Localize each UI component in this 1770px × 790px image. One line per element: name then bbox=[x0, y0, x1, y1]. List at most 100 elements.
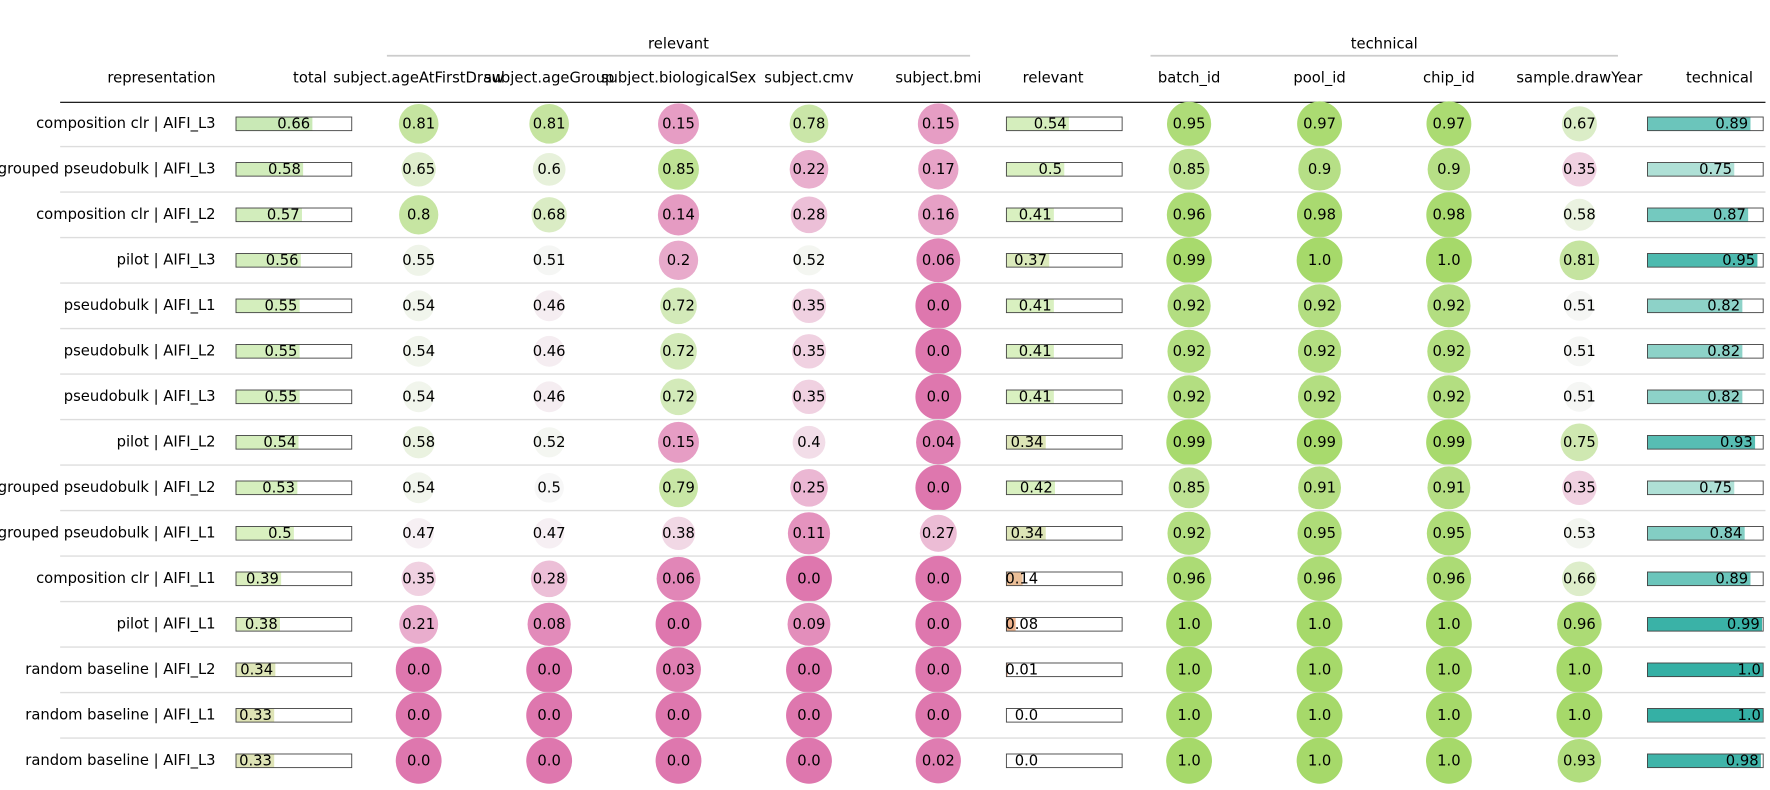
score-circle bbox=[1426, 556, 1472, 602]
score-label: 1.0 bbox=[1437, 661, 1460, 678]
score-label: 0.5 bbox=[1039, 161, 1062, 178]
score-circle bbox=[657, 194, 700, 236]
score-label: 0.54 bbox=[402, 343, 435, 360]
score-label: 0.55 bbox=[265, 297, 298, 314]
score-bar bbox=[1647, 162, 1735, 177]
score-label: 1.0 bbox=[1308, 752, 1331, 769]
score-label: 0.51 bbox=[533, 252, 566, 269]
column-header: subject.ageGroup bbox=[484, 69, 615, 86]
score-label: 0.41 bbox=[1019, 297, 1052, 314]
column-header: sample.drawYear bbox=[1516, 69, 1643, 86]
score-circle bbox=[915, 373, 962, 420]
bar-frame bbox=[1647, 526, 1764, 541]
score-label: 0.54 bbox=[1034, 115, 1067, 132]
score-circle bbox=[1296, 192, 1343, 238]
score-circle bbox=[790, 196, 828, 234]
score-circle bbox=[1561, 106, 1597, 142]
score-label: 0.92 bbox=[1432, 343, 1465, 360]
score-label: 0.92 bbox=[1303, 343, 1336, 360]
score-label: 0.75 bbox=[1699, 161, 1732, 178]
score-label: 0.0 bbox=[407, 752, 430, 769]
row-label: grouped pseudobulk | AIFI_L2 bbox=[0, 479, 216, 496]
group-header: relevant bbox=[648, 35, 709, 52]
score-circle bbox=[1166, 692, 1212, 739]
score-bar bbox=[236, 753, 275, 768]
score-bar bbox=[1647, 208, 1749, 222]
score-label: 0.56 bbox=[266, 252, 299, 269]
score-label: 0.35 bbox=[793, 343, 826, 360]
score-circle bbox=[1166, 646, 1212, 693]
score-bar bbox=[236, 662, 276, 677]
score-circle bbox=[1426, 419, 1472, 466]
row-label: pseudobulk | AIFI_L2 bbox=[64, 342, 216, 359]
score-circle bbox=[534, 245, 565, 276]
score-circle bbox=[1427, 466, 1471, 510]
score-label: 0.33 bbox=[239, 752, 272, 769]
score-circle bbox=[1560, 423, 1599, 462]
score-circle bbox=[1167, 375, 1211, 419]
score-circle bbox=[399, 195, 439, 235]
score-label: 0.9 bbox=[1308, 161, 1331, 178]
score-circle bbox=[661, 516, 696, 551]
bar-frame bbox=[1647, 389, 1764, 405]
score-label: 1.0 bbox=[1177, 752, 1200, 769]
score-bar bbox=[1006, 162, 1065, 177]
score-label: 0.51 bbox=[1563, 388, 1596, 405]
score-circle bbox=[526, 737, 573, 784]
score-label: 0.35 bbox=[793, 388, 826, 405]
score-bar bbox=[1006, 344, 1054, 359]
row-label: composition clr | AIFI_L2 bbox=[36, 206, 215, 223]
score-label: 0.47 bbox=[402, 525, 435, 542]
score-circle bbox=[786, 555, 832, 602]
score-circle bbox=[660, 332, 697, 370]
score-bar bbox=[1647, 617, 1763, 632]
score-label: 0.92 bbox=[1303, 388, 1336, 405]
score-label: 0.11 bbox=[793, 525, 826, 542]
score-label: 0.91 bbox=[1303, 479, 1336, 496]
column-header: technical bbox=[1686, 69, 1753, 86]
column-header: subject.biologicalSex bbox=[601, 69, 757, 86]
score-bar bbox=[236, 162, 304, 177]
score-bar bbox=[1647, 390, 1743, 404]
score-label: 1.0 bbox=[1308, 616, 1331, 633]
score-circle bbox=[395, 646, 442, 693]
score-label: 1.0 bbox=[1308, 252, 1331, 269]
score-label: 0.53 bbox=[1563, 525, 1596, 542]
score-label: 0.0 bbox=[667, 616, 690, 633]
score-label: 0.08 bbox=[1005, 616, 1038, 633]
bar-frame bbox=[1005, 207, 1123, 223]
score-bar bbox=[1006, 208, 1054, 222]
bar-frame bbox=[1005, 753, 1123, 769]
score-label: 0.65 bbox=[402, 161, 435, 178]
score-circle bbox=[793, 245, 825, 276]
score-label: 0.96 bbox=[1303, 570, 1336, 587]
score-circle bbox=[1167, 284, 1211, 328]
score-circle bbox=[532, 152, 566, 186]
score-label: 1.0 bbox=[1437, 616, 1460, 633]
score-label: 0.41 bbox=[1019, 206, 1052, 223]
score-circle bbox=[915, 646, 962, 693]
row-label: random baseline | AIFI_L3 bbox=[25, 752, 215, 769]
score-bar bbox=[1006, 662, 1008, 677]
score-label: 0.85 bbox=[1173, 479, 1206, 496]
score-bar bbox=[1006, 572, 1023, 586]
score-circle bbox=[915, 738, 961, 784]
score-circle bbox=[1559, 240, 1600, 281]
score-label: 0.55 bbox=[265, 343, 298, 360]
score-circle bbox=[1425, 646, 1472, 693]
score-label: 0.09 bbox=[793, 616, 826, 633]
score-circle bbox=[1166, 101, 1212, 146]
score-label: 1.0 bbox=[1568, 707, 1591, 724]
score-label: 0.51 bbox=[1563, 297, 1596, 314]
score-label: 0.34 bbox=[1011, 434, 1044, 451]
score-circle bbox=[533, 381, 565, 413]
score-label: 0.93 bbox=[1720, 434, 1753, 451]
row-label: grouped pseudobulk | AIFI_L3 bbox=[0, 160, 216, 177]
score-label: 0.89 bbox=[1715, 570, 1748, 587]
score-bar bbox=[1647, 299, 1743, 313]
row-label: pseudobulk | AIFI_L1 bbox=[64, 297, 216, 314]
score-label: 0.99 bbox=[1173, 252, 1206, 269]
column-header: chip_id bbox=[1423, 69, 1475, 86]
bar-frame bbox=[1647, 116, 1764, 132]
group-header: technical bbox=[1351, 35, 1418, 52]
